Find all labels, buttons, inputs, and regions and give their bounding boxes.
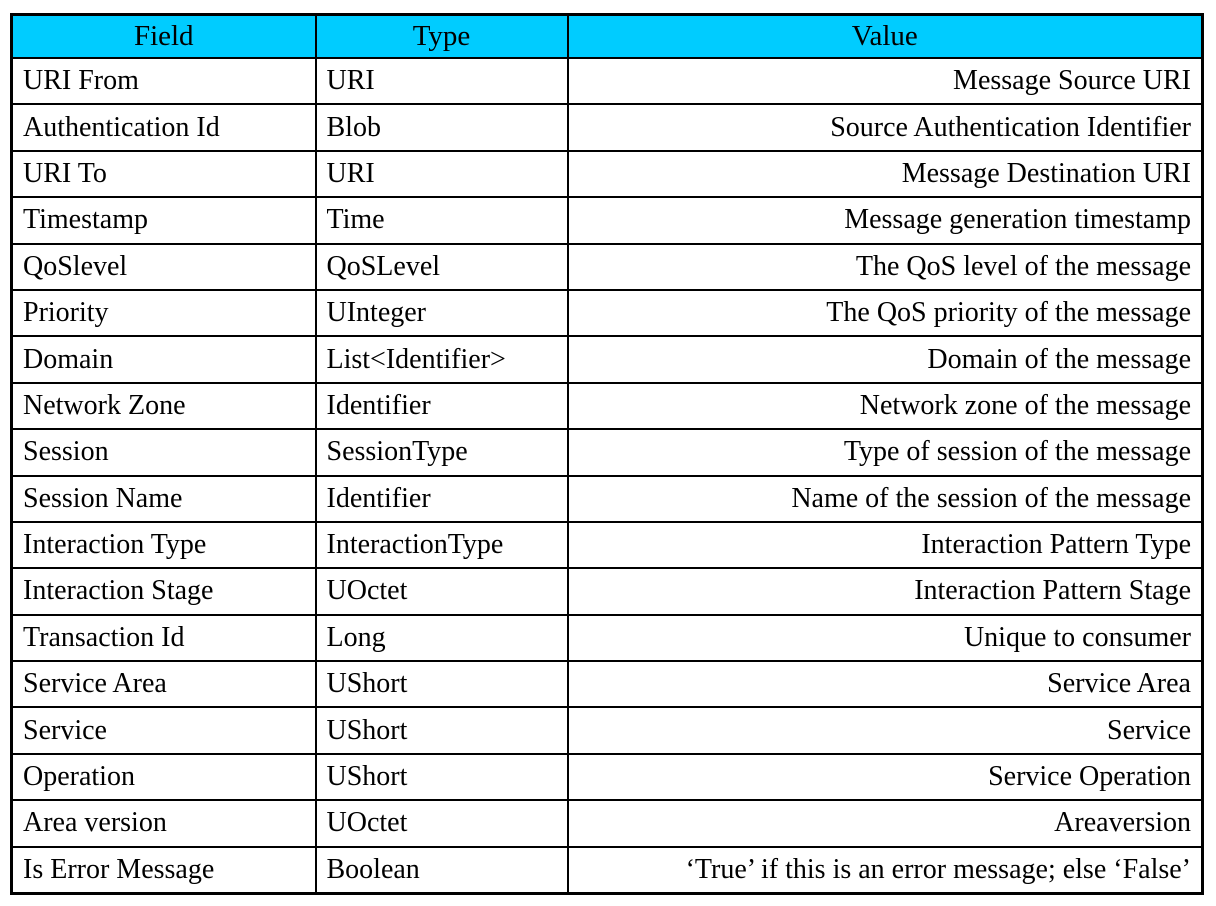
cell-field: URI To bbox=[10, 149, 317, 199]
table-row: Priority UInteger The QoS priority of th… bbox=[10, 288, 1204, 338]
table-row: Interaction Type InteractionType Interac… bbox=[10, 520, 1204, 570]
header-cell-value: Value bbox=[566, 13, 1204, 59]
cell-value: Network zone of the message bbox=[566, 381, 1204, 431]
cell-type: URI bbox=[314, 149, 569, 199]
cell-type: SessionType bbox=[314, 428, 569, 477]
cell-value: Name of the session of the message bbox=[566, 474, 1204, 523]
table-row: Service UShort Service bbox=[10, 706, 1204, 755]
table-row: Is Error Message Boolean ‘True’ if this … bbox=[10, 845, 1204, 895]
cell-field: Is Error Message bbox=[10, 845, 317, 895]
table-row: QoSlevel QoSLevel The QoS level of the m… bbox=[10, 242, 1204, 291]
cell-value: Service Area bbox=[566, 660, 1204, 709]
cell-field: Interaction Stage bbox=[10, 567, 317, 616]
cell-value: Message Destination URI bbox=[566, 149, 1204, 199]
cell-value: The QoS priority of the message bbox=[566, 288, 1204, 338]
cell-value: Message generation timestamp bbox=[566, 196, 1204, 245]
table-body: URI From URI Message Source URI Authenti… bbox=[10, 56, 1204, 895]
cell-value: Unique to consumer bbox=[566, 613, 1204, 663]
header-row: Field Type Value bbox=[10, 13, 1204, 59]
cell-type: URI bbox=[314, 56, 569, 106]
table-row: Area version UOctet Areaversion bbox=[10, 799, 1204, 848]
message-header-table: Field Type Value URI From URI Message So… bbox=[10, 13, 1204, 896]
cell-field: Service Area bbox=[10, 660, 317, 709]
header-cell-field: Field bbox=[10, 13, 317, 59]
cell-field: Session bbox=[10, 428, 317, 477]
cell-type: Identifier bbox=[314, 381, 569, 431]
cell-field: Timestamp bbox=[10, 196, 317, 245]
cell-field: QoSlevel bbox=[10, 242, 317, 291]
table-header: Field Type Value bbox=[10, 13, 1204, 59]
cell-type: UShort bbox=[314, 752, 569, 802]
cell-value: Areaversion bbox=[566, 799, 1204, 848]
cell-field: Service bbox=[10, 706, 317, 755]
table-row: Session SessionType Type of session of t… bbox=[10, 428, 1204, 477]
cell-type: QoSLevel bbox=[314, 242, 569, 291]
table-row: Service Area UShort Service Area bbox=[10, 660, 1204, 709]
cell-field: Operation bbox=[10, 752, 317, 802]
cell-value: The QoS level of the message bbox=[566, 242, 1204, 291]
table-row: Network Zone Identifier Network zone of … bbox=[10, 381, 1204, 431]
header-cell-type: Type bbox=[314, 13, 569, 59]
cell-value: Interaction Pattern Stage bbox=[566, 567, 1204, 616]
cell-type: UShort bbox=[314, 706, 569, 755]
cell-type: Boolean bbox=[314, 845, 569, 895]
cell-value: Domain of the message bbox=[566, 335, 1204, 384]
table-row: URI To URI Message Destination URI bbox=[10, 149, 1204, 199]
cell-field: Area version bbox=[10, 799, 317, 848]
cell-value: Type of session of the message bbox=[566, 428, 1204, 477]
cell-type: UOctet bbox=[314, 567, 569, 616]
table-row: URI From URI Message Source URI bbox=[10, 56, 1204, 106]
cell-value: Service Operation bbox=[566, 752, 1204, 802]
cell-field: Domain bbox=[10, 335, 317, 384]
cell-type: Identifier bbox=[314, 474, 569, 523]
cell-field: Transaction Id bbox=[10, 613, 317, 663]
cell-type: UInteger bbox=[314, 288, 569, 338]
message-header-table-container: Field Type Value URI From URI Message So… bbox=[10, 13, 1204, 896]
cell-type: Blob bbox=[314, 103, 569, 152]
table-row: Timestamp Time Message generation timest… bbox=[10, 196, 1204, 245]
table-row: Session Name Identifier Name of the sess… bbox=[10, 474, 1204, 523]
table-row: Authentication Id Blob Source Authentica… bbox=[10, 103, 1204, 152]
table-row: Operation UShort Service Operation bbox=[10, 752, 1204, 802]
cell-value: Service bbox=[566, 706, 1204, 755]
cell-field: Interaction Type bbox=[10, 520, 317, 570]
table-row: Transaction Id Long Unique to consumer bbox=[10, 613, 1204, 663]
cell-field: Authentication Id bbox=[10, 103, 317, 152]
cell-type: InteractionType bbox=[314, 520, 569, 570]
cell-type: Time bbox=[314, 196, 569, 245]
cell-field: Network Zone bbox=[10, 381, 317, 431]
cell-field: Session Name bbox=[10, 474, 317, 523]
cell-type: Long bbox=[314, 613, 569, 663]
cell-type: UShort bbox=[314, 660, 569, 709]
cell-field: URI From bbox=[10, 56, 317, 106]
table-row: Domain List<Identifier> Domain of the me… bbox=[10, 335, 1204, 384]
cell-value: Message Source URI bbox=[566, 56, 1204, 106]
cell-field: Priority bbox=[10, 288, 317, 338]
cell-value: Interaction Pattern Type bbox=[566, 520, 1204, 570]
cell-value: ‘True’ if this is an error message; else… bbox=[566, 845, 1204, 895]
cell-type: UOctet bbox=[314, 799, 569, 848]
cell-value: Source Authentication Identifier bbox=[566, 103, 1204, 152]
cell-type: List<Identifier> bbox=[314, 335, 569, 384]
table-row: Interaction Stage UOctet Interaction Pat… bbox=[10, 567, 1204, 616]
